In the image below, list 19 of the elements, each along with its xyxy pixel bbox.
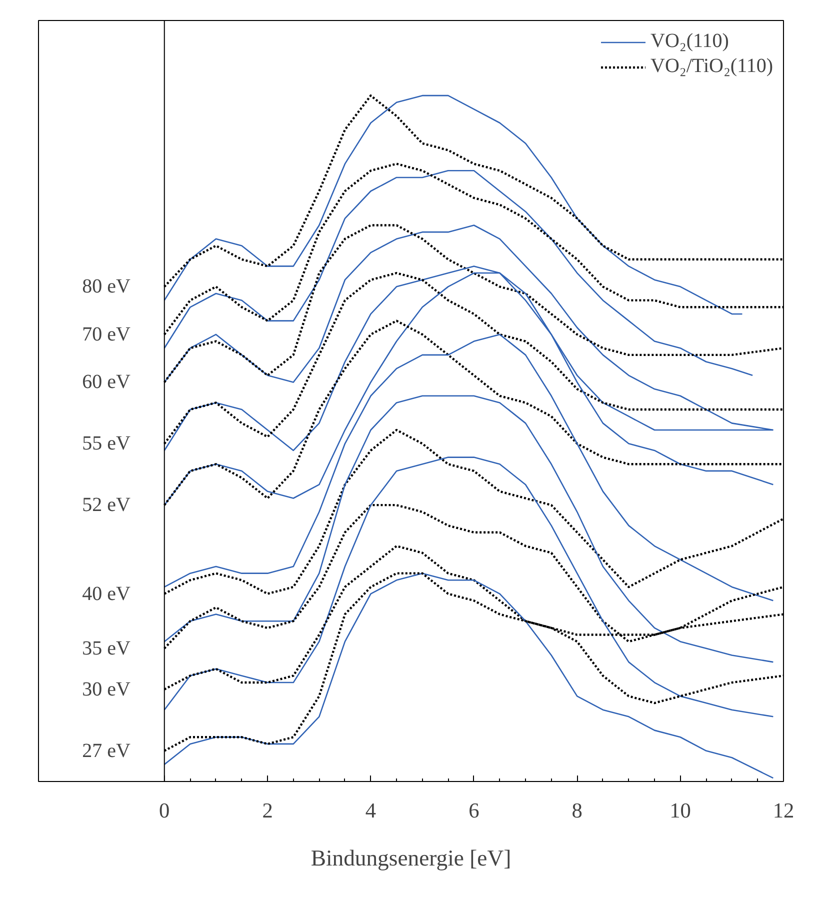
x-axis-title: Bindungsenergie [eV] [310,846,512,870]
annotation: 40 eV [82,582,132,605]
x-tick-label: 0 [159,798,170,822]
annotation: 80 eV [82,276,132,298]
x-tick-label: 10 [670,798,691,822]
annotation: 55 eV [82,432,132,455]
x-tick-label: 8 [572,798,582,822]
legend-label: VO₂/TiO₂(110) [650,55,773,78]
annotation: 70 eV [82,323,132,346]
x-tick-label: 12 [772,798,794,822]
annotation: 35 eV [82,637,132,660]
legend-label: VO₂(110) [650,30,729,53]
annotation: 52 eV [82,494,132,516]
x-tick-label: 2 [262,798,273,822]
x-tick-label: 4 [365,798,376,822]
x-tick-label: 6 [468,798,480,822]
annotation: 30 eV [82,678,132,700]
annotation: 60 eV [82,371,132,394]
annotation: 27 eV [82,740,132,762]
